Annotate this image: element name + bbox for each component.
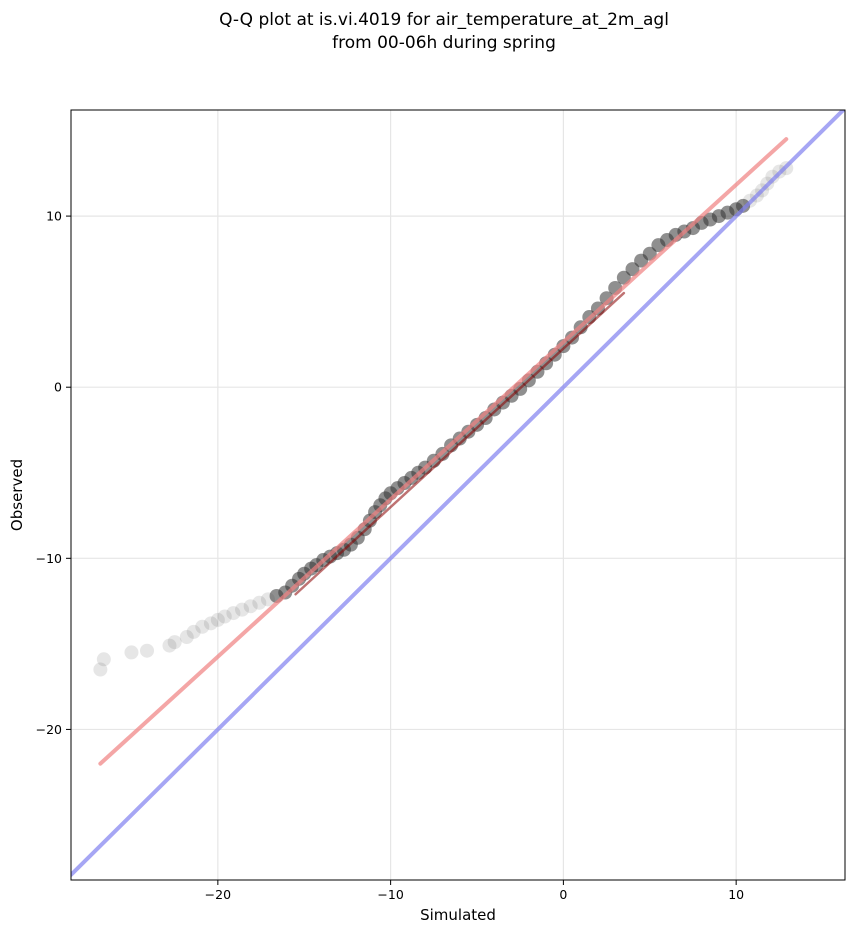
data-point <box>226 606 241 621</box>
y-tick-label: 10 <box>46 209 62 224</box>
fit-line-inner <box>294 291 626 596</box>
data-point <box>243 599 258 614</box>
data-point <box>179 630 194 645</box>
fit-line <box>98 137 789 766</box>
x-tick-label: −20 <box>205 887 231 902</box>
identity-line <box>71 110 845 877</box>
data-point <box>93 662 108 677</box>
data-point <box>162 638 177 653</box>
x-axis-label: Simulated <box>420 906 496 924</box>
data-point <box>210 612 225 627</box>
data-point <box>736 198 751 213</box>
data-point <box>252 595 267 610</box>
chart-title-line2: from 00-06h during spring <box>332 33 556 53</box>
data-point <box>217 609 232 624</box>
data-point <box>195 619 210 634</box>
data-point <box>186 624 201 639</box>
data-points <box>93 161 794 677</box>
x-tick-label: 0 <box>559 887 567 902</box>
y-tick-label: −20 <box>36 722 62 737</box>
data-point <box>203 616 218 631</box>
plot-frame <box>70 109 846 881</box>
data-point <box>565 330 580 345</box>
data-point <box>96 652 111 667</box>
x-tick-label: −10 <box>377 887 403 902</box>
data-point <box>235 602 250 617</box>
chart-title-line1: Q-Q plot at is.vi.4019 for air_temperatu… <box>219 10 669 30</box>
data-point <box>124 645 139 660</box>
plot-area <box>71 110 845 877</box>
data-point <box>167 635 182 650</box>
axis-ticks: −20 −10 0 10 −20 −10 0 10 <box>36 209 745 902</box>
y-tick-label: −10 <box>36 551 62 566</box>
data-point <box>642 246 657 261</box>
grid <box>71 110 845 880</box>
data-point <box>140 643 155 658</box>
y-tick-label: 0 <box>54 380 62 395</box>
y-axis-label: Observed <box>8 459 26 531</box>
x-tick-label: 10 <box>728 887 744 902</box>
data-point <box>625 262 640 277</box>
data-point <box>765 169 780 184</box>
